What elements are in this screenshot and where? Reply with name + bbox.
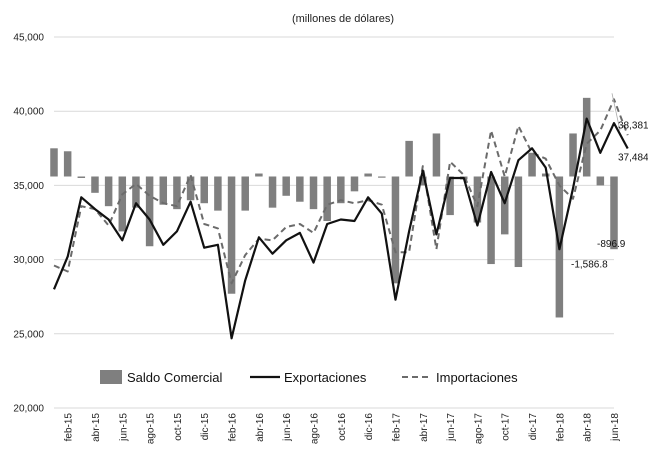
bar-saldo xyxy=(473,176,482,223)
bar-saldo xyxy=(405,140,413,177)
x-tick-label: dic-15 xyxy=(200,413,211,441)
x-tick-label: feb-17 xyxy=(391,413,402,442)
chart-subtitle: (millones de dólares) xyxy=(292,13,394,25)
bars-saldo-comercial xyxy=(50,97,618,318)
annotation-leader xyxy=(611,93,621,131)
x-tick-label: oct-15 xyxy=(173,413,184,441)
bar-saldo xyxy=(282,176,290,196)
x-tick-label: dic-16 xyxy=(364,413,375,441)
y-tick-label: 45,000 xyxy=(13,33,44,44)
x-tick-label: abr-18 xyxy=(583,413,594,442)
bar-saldo xyxy=(582,97,591,177)
y-axis-ticks: 45,000 40,000 35,000 30,000 25,000 20,000 xyxy=(13,33,44,415)
x-tick-label: abr-17 xyxy=(419,413,430,442)
bar-saldo xyxy=(77,176,86,178)
bar-saldo xyxy=(200,176,208,204)
x-tick-label: feb-15 xyxy=(64,413,75,442)
bar-saldo xyxy=(419,176,427,186)
x-tick-label: ago-15 xyxy=(146,413,157,445)
bar-saldo xyxy=(159,176,168,205)
legend-swatch-saldo xyxy=(100,370,122,384)
bar-saldo xyxy=(118,176,127,232)
bar-saldo xyxy=(50,148,58,177)
x-tick-label: ago-16 xyxy=(310,413,321,445)
line-importaciones xyxy=(53,98,629,285)
annotation-saldo-prev: -1,586.8 xyxy=(571,260,608,271)
bar-saldo xyxy=(323,176,331,222)
annotation-saldo-last: -896.9 xyxy=(597,239,626,250)
x-tick-label: jun-16 xyxy=(282,413,293,442)
x-tick-label: jun-18 xyxy=(610,413,621,442)
bar-saldo xyxy=(350,176,359,192)
bar-saldo xyxy=(569,133,577,177)
x-tick-label: jun-17 xyxy=(446,413,457,442)
bar-saldo xyxy=(446,176,454,216)
bar-saldo xyxy=(487,176,495,265)
bar-saldo xyxy=(214,176,222,211)
x-tick-label: oct-16 xyxy=(337,413,348,441)
legend-label-exportaciones: Exportaciones xyxy=(284,370,367,385)
x-tick-label: ago-17 xyxy=(473,413,484,445)
bar-saldo xyxy=(227,176,236,294)
x-tick-label: feb-16 xyxy=(228,413,239,442)
bar-saldo xyxy=(610,176,618,250)
y-tick-label: 35,000 xyxy=(13,181,44,192)
bar-saldo xyxy=(309,176,318,210)
bar-saldo xyxy=(596,176,605,186)
line-exportaciones xyxy=(52,117,629,340)
bar-saldo xyxy=(91,176,99,193)
legend-label-importaciones: Importaciones xyxy=(436,370,518,385)
bar-saldo xyxy=(173,176,181,210)
x-tick-label: jun-15 xyxy=(118,413,129,442)
annotation-importaciones: 38,381.1 xyxy=(618,120,648,131)
bar-saldo xyxy=(132,176,140,208)
y-tick-label: 40,000 xyxy=(13,107,44,118)
x-axis-ticks: feb-15 abr-15 jun-15 ago-15 oct-15 dic-15 feb-… xyxy=(64,413,621,445)
legend: Saldo Comercial Exportaciones Importacione… xyxy=(100,370,518,385)
bar-saldo xyxy=(296,176,304,202)
bar-saldo xyxy=(364,173,372,177)
y-tick-label: 20,000 xyxy=(13,404,44,415)
bar-saldo xyxy=(378,176,386,178)
legend-label-saldo: Saldo Comercial xyxy=(127,370,222,385)
bar-saldo xyxy=(63,151,72,177)
bar-saldo xyxy=(541,173,550,177)
line-series xyxy=(52,98,629,340)
bar-saldo xyxy=(145,176,154,247)
y-tick-label: 30,000 xyxy=(13,255,44,266)
bar-saldo xyxy=(255,173,263,177)
x-tick-label: dic-17 xyxy=(528,413,539,441)
x-tick-label: feb-18 xyxy=(555,413,566,442)
y-tick-label: 25,000 xyxy=(13,329,44,340)
bar-saldo xyxy=(104,176,113,207)
bar-saldo xyxy=(241,176,249,211)
x-tick-label: oct-17 xyxy=(501,413,512,441)
bar-saldo xyxy=(528,152,536,177)
bar-saldo xyxy=(337,176,345,204)
annotation-exportaciones: 37,484.2 xyxy=(618,153,648,164)
bar-saldo xyxy=(391,176,400,284)
bar-saldo xyxy=(500,176,509,235)
x-tick-label: abr-15 xyxy=(91,413,102,442)
bar-saldo xyxy=(268,176,277,208)
data-annotations: 38,381.1 37,484.2 -896.9 -1,586.8 xyxy=(571,93,648,271)
bar-saldo xyxy=(186,176,195,201)
bar-saldo xyxy=(514,176,523,268)
x-tick-label: abr-16 xyxy=(255,413,266,442)
bar-saldo xyxy=(432,133,441,177)
